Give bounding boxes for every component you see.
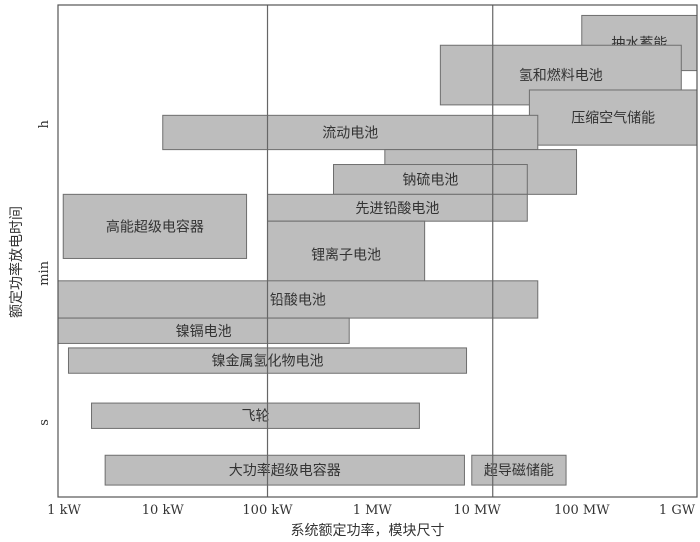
x-axis-ticks: 1 kW 10 kW 100 kW 1 MW 10 MW 100 MW 1 GW xyxy=(47,503,696,518)
bar-rect xyxy=(62,193,248,259)
bar-label: 氢和燃料电池 xyxy=(519,67,603,84)
bar-rect xyxy=(57,280,539,319)
bar-label: 压缩空气储能 xyxy=(571,111,655,127)
bar-6: 先进铅酸电池 xyxy=(267,193,528,222)
bars-layer: 抽水蓄能氢和燃料电池压缩空气储能流动电池低温储能钠硫电池先进铅酸电池高能超级电容… xyxy=(57,14,698,486)
y-axis-title: 额定功率放电时间 xyxy=(8,206,25,318)
y-tick-label: s xyxy=(37,419,52,426)
y-axis-ticks: s min h xyxy=(37,119,52,425)
x-tick-label: 1 GW xyxy=(659,503,696,518)
bar-label: 锂离子电池 xyxy=(311,247,381,264)
y-tick-label: h xyxy=(37,119,52,128)
bar-12: 飞轮 xyxy=(91,402,420,429)
x-axis-title: 系统额定功率，模块尺寸 xyxy=(291,522,445,539)
bar-rect xyxy=(471,454,567,486)
bar-label: 流动电池 xyxy=(322,125,378,141)
bar-rect xyxy=(267,193,528,222)
bar-rect xyxy=(91,402,420,429)
bar-5: 钠硫电池 xyxy=(333,164,528,195)
bar-label: 先进铅酸电池 xyxy=(355,201,439,217)
bar-label: 铅酸电池 xyxy=(270,292,326,308)
bar-10: 镍镉电池 xyxy=(57,317,350,344)
bar-rect xyxy=(528,89,698,146)
bar-label: 高能超级电容器 xyxy=(106,218,204,235)
x-tick-label: 100 MW xyxy=(554,503,610,518)
bar-label: 超导磁储能 xyxy=(484,463,554,479)
bar-label: 钠硫电池 xyxy=(402,172,458,188)
plot-frame xyxy=(57,4,698,498)
x-tick-label: 10 MW xyxy=(453,503,501,518)
bar-rect xyxy=(333,164,528,195)
reference-lines xyxy=(266,5,494,497)
bar-rect xyxy=(104,454,465,486)
x-tick-label: 1 MW xyxy=(353,503,393,518)
bar-rect xyxy=(267,220,426,289)
x-tick-label: 100 kW xyxy=(242,503,293,518)
bar-8: 锂离子电池 xyxy=(267,220,426,289)
bar-14: 超导磁储能 xyxy=(471,454,567,486)
bar-rect xyxy=(162,114,539,151)
y-tick-label: min xyxy=(37,260,52,285)
bar-9: 铅酸电池 xyxy=(57,280,539,319)
bar-label: 大功率超级电容器 xyxy=(229,462,341,479)
x-tick-label: 1 kW xyxy=(47,503,81,518)
x-tick-label: 10 kW xyxy=(142,503,185,518)
bar-label: 飞轮 xyxy=(241,409,269,425)
bar-3: 流动电池 xyxy=(162,114,539,151)
bar-7: 高能超级电容器 xyxy=(62,193,248,259)
bar-13: 大功率超级电容器 xyxy=(104,454,465,486)
bar-label: 镍镉电池 xyxy=(176,324,232,340)
bar-2: 压缩空气储能 xyxy=(528,89,698,146)
bar-rect xyxy=(57,317,350,344)
